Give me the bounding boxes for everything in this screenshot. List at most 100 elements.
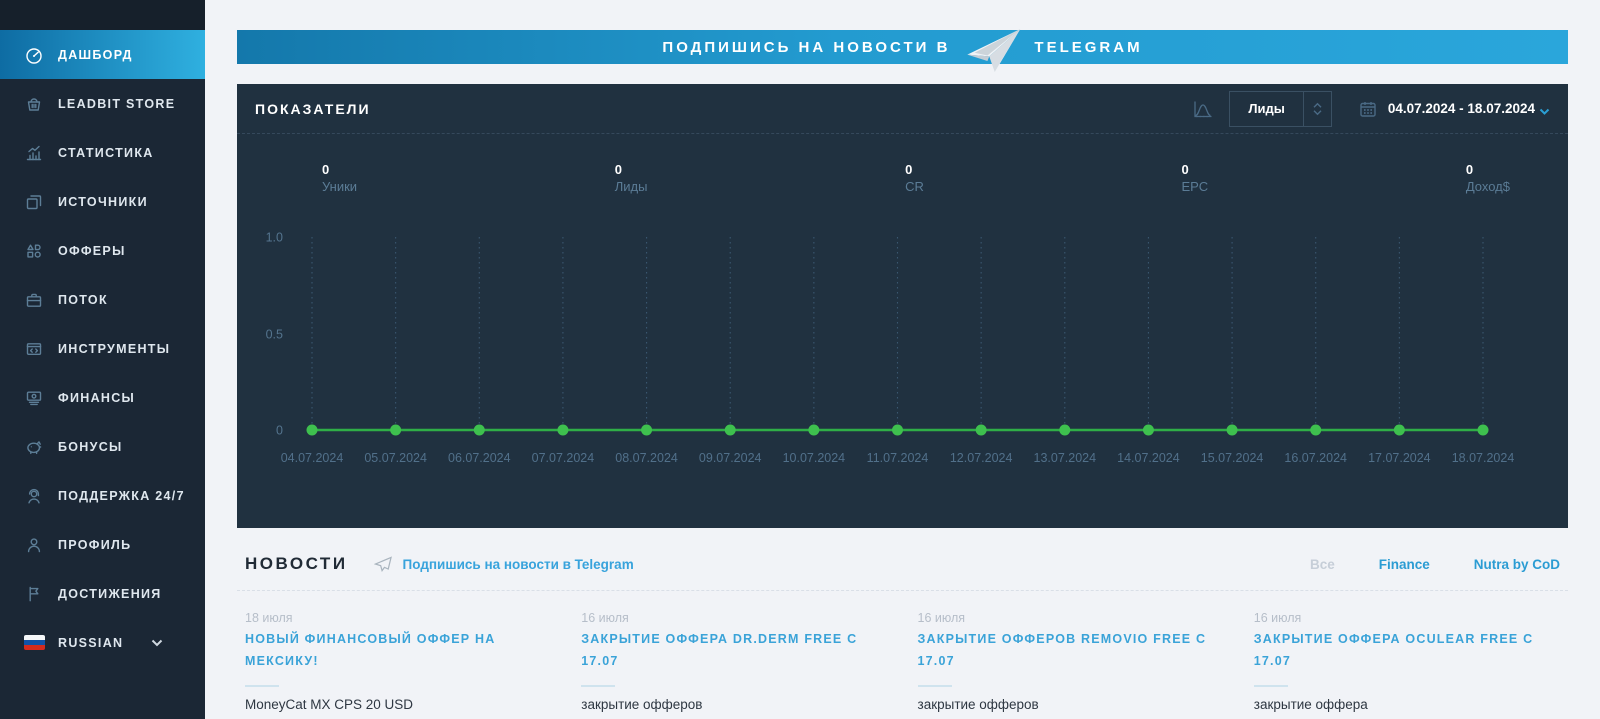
- sidebar-item-finance[interactable]: ФИНАНСЫ: [0, 373, 205, 422]
- sources-icon: [24, 192, 44, 212]
- metric-лиды: 0 Лиды: [615, 162, 648, 194]
- metric-value: 0: [1465, 162, 1474, 177]
- metric-select-dropdown[interactable]: Лиды: [1229, 90, 1332, 127]
- y-tick-label: 0: [276, 423, 283, 437]
- sidebar-menu: ДАШБОРД LEADBIT STORE СТАТИСТИКА ИСТОЧНИКИ О…: [0, 30, 205, 618]
- sidebar-item-label: ИНСТРУМЕНТЫ: [58, 341, 171, 356]
- metric-label: Доход$: [1465, 179, 1510, 194]
- sidebar-item-tools[interactable]: ИНСТРУМЕНТЫ: [0, 324, 205, 373]
- select-spinner-icon[interactable]: [1302, 91, 1331, 126]
- metric-select-value: Лиды: [1248, 101, 1285, 116]
- data-point: [390, 424, 402, 436]
- sidebar-item-support[interactable]: ПОДДЕРЖКА 24/7: [0, 471, 205, 520]
- news-card-divider: [917, 684, 952, 687]
- news-card-body: MoneyCat MX CPS 20 USD: [245, 696, 414, 712]
- briefcase-icon: [24, 290, 44, 310]
- chevron-down-icon: [151, 634, 163, 652]
- telegram-banner[interactable]: ПОДПИШИСЬ НА НОВОСТИ В TELEGRAM: [237, 28, 1568, 72]
- news-card-divider: [1253, 684, 1288, 687]
- news-filter-nutra-by-cod[interactable]: Nutra by CoD: [1473, 556, 1560, 572]
- calendar-icon[interactable]: [1358, 99, 1378, 119]
- news-card-divider: [581, 684, 616, 687]
- sidebar-item-label: БОНУСЫ: [58, 439, 123, 454]
- chart-svg: 1.0 0.5 0 04.07.2024 05.07.2024 06.07.2024 07.…: [266, 230, 1515, 465]
- data-point: [1142, 424, 1154, 436]
- sidebar-item-label: ОФФЕРЫ: [58, 243, 126, 258]
- sidebar-item-flag[interactable]: ДОСТИЖЕНИЯ: [0, 569, 205, 618]
- news-title: НОВОСТИ: [245, 554, 348, 573]
- finance-icon: [24, 388, 44, 408]
- sidebar-item-statistics[interactable]: СТАТИСТИКА: [0, 128, 205, 177]
- news-separator: [237, 590, 1568, 591]
- data-point: [1477, 424, 1489, 436]
- x-tick-label: 04.07.2024: [281, 451, 344, 465]
- offers-icon: [24, 241, 44, 261]
- news-card-title-link[interactable]: ЗАКРЫТИЕ ОФФЕРА DR.DERM FREE С 17.07: [581, 632, 858, 668]
- news-card-body: закрытие офферов: [581, 696, 703, 712]
- x-tick-label: 11.07.2024: [867, 451, 929, 465]
- news-date: 16 июля: [1253, 611, 1302, 625]
- metric-label: CR: [905, 179, 924, 194]
- date-range-picker[interactable]: 04.07.2024 - 18.07.2024: [1388, 101, 1550, 116]
- metric-value: 0: [614, 162, 622, 177]
- news-card-divider: [245, 684, 279, 687]
- news-grid: 18 июля НОВЫЙ ФИНАНСОВЫЙ ОФФЕР НА МЕКСИКУ…: [237, 591, 1568, 712]
- sidebar-item-offers[interactable]: ОФФЕРЫ: [0, 226, 205, 275]
- sidebar-top-strip: [0, 0, 205, 30]
- sidebar-item-store[interactable]: LEADBIT STORE: [0, 79, 205, 128]
- data-point: [641, 424, 653, 436]
- news-header: НОВОСТИ Подпишись на новости в Telegram …: [237, 554, 1568, 574]
- sidebar-item-piggy-bank[interactable]: БОНУСЫ: [0, 422, 205, 471]
- x-tick-label: 15.07.2024: [1201, 451, 1264, 465]
- news-filters: Все Finance Nutra by CoD: [1310, 557, 1560, 572]
- sidebar-item-label: ДАШБОРД: [58, 47, 133, 62]
- data-point: [306, 424, 318, 436]
- news-card-title-link[interactable]: ЗАКРЫТИЕ ОФФЕРА OCULEAR FREE С 17.07: [1253, 632, 1534, 668]
- chart-type-icon[interactable]: [1191, 97, 1215, 121]
- data-point: [808, 424, 820, 436]
- piggy-bank-icon: [24, 437, 44, 457]
- sidebar-item-briefcase[interactable]: ПОТОК: [0, 275, 205, 324]
- language-selector[interactable]: RUSSIAN: [0, 618, 205, 667]
- news-card-title-link[interactable]: НОВЫЙ ФИНАНСОВЫЙ ОФФЕР НА МЕКСИКУ!: [245, 632, 496, 668]
- sidebar-item-dashboard[interactable]: ДАШБОРД: [0, 30, 205, 79]
- news-filter-все[interactable]: Все: [1309, 556, 1335, 572]
- sidebar: ДАШБОРД LEADBIT STORE СТАТИСТИКА ИСТОЧНИКИ О…: [0, 0, 205, 719]
- metric-уники: 0 Уники: [322, 162, 357, 194]
- data-point: [1393, 424, 1405, 436]
- data-point: [473, 424, 485, 436]
- sidebar-item-label: ПРОФИЛЬ: [58, 537, 132, 552]
- banner-text-after: TELEGRAM: [1034, 38, 1143, 56]
- metric-доход$: 0 Доход$: [1466, 162, 1510, 194]
- x-tick-label: 05.07.2024: [364, 451, 427, 465]
- x-tick-label: 14.07.2024: [1117, 451, 1180, 465]
- paper-plane-icon: [967, 28, 1021, 72]
- news-card: 16 июля ЗАКРЫТИЕ ОФФЕРОВ REMOVIO FREE С 1…: [917, 611, 1224, 712]
- metric-value: 0: [905, 162, 913, 177]
- profile-icon: [24, 535, 44, 555]
- telegram-subscribe-link[interactable]: Подпишись на новости в Telegram: [373, 555, 634, 573]
- news-card: 16 июля ЗАКРЫТИЕ ОФФЕРА DR.DERM FREE С 17…: [581, 611, 887, 712]
- news-card-body: закрытие оффера: [1253, 696, 1368, 712]
- x-tick-label: 06.07.2024: [448, 451, 511, 465]
- indicators-header: ПОКАЗАТЕЛИ Лиды 04.07.2024 - 18.07.2024: [237, 84, 1568, 134]
- flag-icon: [24, 584, 44, 604]
- x-tick-label: 17.07.2024: [1368, 451, 1431, 465]
- news-card-title-link[interactable]: ЗАКРЫТИЕ ОФФЕРОВ REMOVIO FREE С 17.07: [917, 632, 1207, 668]
- paper-plane-outline-icon: [373, 555, 393, 573]
- sidebar-item-label: СТАТИСТИКА: [58, 145, 154, 160]
- news-date: 16 июля: [917, 611, 966, 625]
- russia-flag-icon: [24, 635, 45, 650]
- sidebar-item-profile[interactable]: ПРОФИЛЬ: [0, 520, 205, 569]
- y-tick-label: 0.5: [266, 327, 283, 341]
- metric-value: 0: [1181, 162, 1189, 177]
- support-icon: [24, 486, 44, 506]
- statistics-icon: [24, 143, 44, 163]
- tools-icon: [24, 339, 44, 359]
- news-filter-finance[interactable]: Finance: [1378, 556, 1430, 572]
- metric-label: Лиды: [614, 179, 648, 194]
- x-tick-label: 16.07.2024: [1284, 451, 1347, 465]
- x-tick-label: 12.07.2024: [950, 451, 1013, 465]
- sidebar-item-sources[interactable]: ИСТОЧНИКИ: [0, 177, 205, 226]
- date-caret-icon: [1539, 104, 1550, 119]
